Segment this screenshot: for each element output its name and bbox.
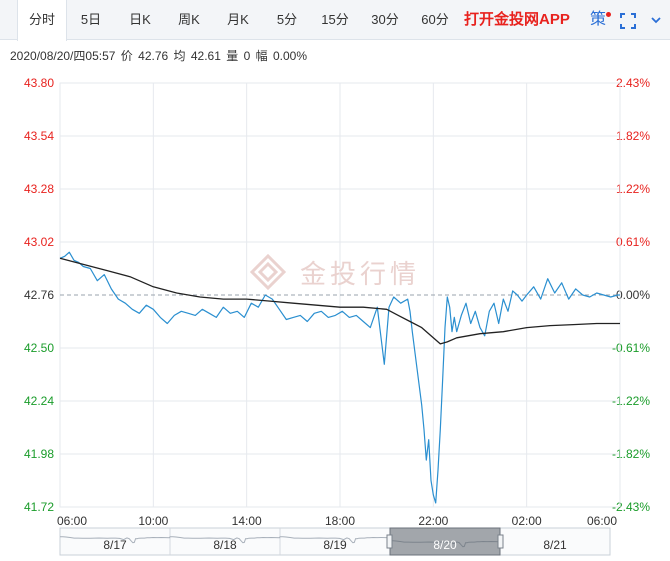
- y-tick-label-right: -2.43%: [612, 500, 650, 514]
- average-price-line: [59, 257, 620, 345]
- navigator-day-label: 8/17: [103, 538, 127, 552]
- price-line: [59, 251, 620, 504]
- price-value: 42.76: [138, 49, 169, 63]
- navigator-day-label: 8/20: [433, 538, 457, 552]
- navigator-day-label: 8/19: [323, 538, 347, 552]
- y-tick-label-left: 43.54: [24, 129, 54, 143]
- watermark-logo: [249, 253, 287, 291]
- navigator-day-label: 8/21: [543, 538, 567, 552]
- fullscreen-icon[interactable]: [620, 13, 636, 29]
- open-app-link[interactable]: 打开金投网APP: [464, 11, 570, 28]
- avg-value: 42.61: [190, 49, 221, 63]
- y-tick-label-left: 41.72: [24, 500, 54, 514]
- y-tick-label-left: 42.24: [24, 394, 54, 408]
- tab-weekly-k[interactable]: 周K: [178, 12, 200, 27]
- volume-label: 量: [226, 49, 239, 63]
- period-tab-bar: 分时 5日 日K 周K 月K 5分 15分 30分 60分 打开金投网APP 策: [0, 0, 670, 41]
- quote-info-bar: 2020/08/20/四05:57 价 42.76 均 42.61 量 0 幅 …: [10, 47, 309, 64]
- y-tick-label-right: 0.00%: [616, 288, 650, 302]
- change-value: 0.00%: [273, 49, 308, 63]
- y-tick-label-left: 42.50: [24, 341, 54, 355]
- y-tick-label-left: 41.98: [24, 447, 54, 461]
- y-tick-label-right: -1.82%: [612, 447, 650, 461]
- notification-dot: [606, 12, 612, 17]
- y-tick-label-right: -1.22%: [612, 394, 650, 408]
- more-icon[interactable]: [650, 14, 662, 26]
- change-label: 幅: [255, 49, 268, 63]
- y-tick-label-left: 42.76: [24, 288, 54, 302]
- tab-daily-k[interactable]: 日K: [129, 12, 151, 27]
- y-tick-label-right: 2.43%: [616, 76, 650, 90]
- tab-15-min[interactable]: 15分: [321, 12, 349, 27]
- y-tick-label-left: 43.80: [24, 76, 54, 90]
- x-tick-label: 06:00: [587, 514, 617, 528]
- y-tick-label-right: 0.61%: [616, 235, 650, 249]
- x-tick-label: 06:00: [57, 514, 87, 528]
- navigator-selection[interactable]: [389, 527, 501, 556]
- y-tick-label-left: 43.28: [24, 182, 54, 196]
- navigator-day-label: 8/18: [213, 538, 237, 552]
- tab-60-min[interactable]: 60分: [421, 12, 449, 27]
- volume-value: 0: [243, 49, 251, 63]
- tab-5-min[interactable]: 5分: [276, 12, 298, 27]
- watermark-text: 金投行情: [300, 260, 420, 290]
- strategy-button[interactable]: 策: [590, 0, 612, 40]
- x-tick-label: 10:00: [138, 514, 168, 528]
- navigator-left-handle[interactable]: [386, 534, 393, 549]
- avg-label: 均: [173, 49, 186, 63]
- y-tick-label-right: 1.22%: [616, 182, 650, 196]
- tab-5-day[interactable]: 5日: [80, 12, 102, 27]
- navigator-right-handle[interactable]: [497, 534, 504, 549]
- y-tick-label-right: 1.82%: [616, 129, 650, 143]
- x-tick-label: 18:00: [325, 514, 355, 528]
- x-tick-label: 14:00: [232, 514, 262, 528]
- y-tick-label-right: -0.61%: [612, 341, 650, 355]
- strategy-label: 策: [590, 11, 607, 28]
- range-navigator[interactable]: [59, 527, 611, 556]
- tab-monthly-k[interactable]: 月K: [227, 12, 249, 27]
- quote-datetime: 2020/08/20/四05:57: [10, 49, 116, 63]
- x-tick-label: 02:00: [512, 514, 542, 528]
- price-label: 价: [120, 49, 133, 63]
- x-tick-label: 22:00: [418, 514, 448, 528]
- tab-intraday[interactable]: 分时: [17, 0, 67, 41]
- y-tick-label-left: 43.02: [24, 235, 54, 249]
- tab-30-min[interactable]: 30分: [371, 12, 399, 27]
